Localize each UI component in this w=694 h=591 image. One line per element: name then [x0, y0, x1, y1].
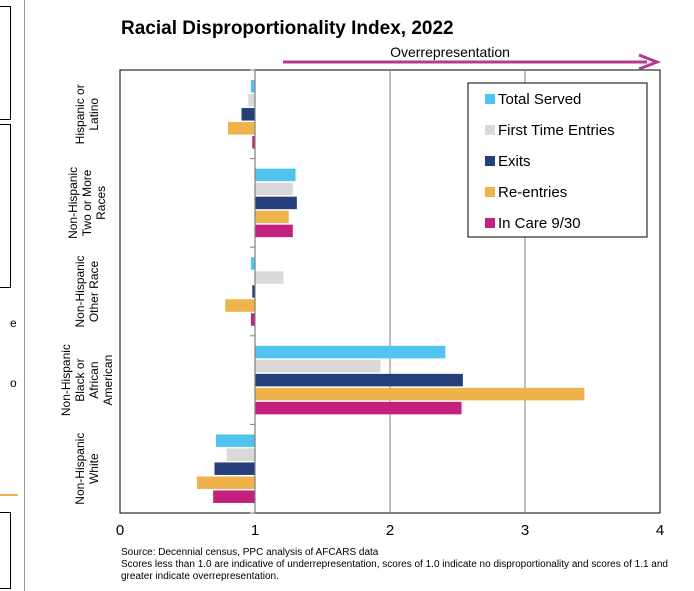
- bar-3-3: [252, 285, 255, 298]
- bar-2-2: [255, 182, 293, 196]
- bar-2-5: [255, 224, 293, 238]
- legend-swatch-4: [485, 187, 495, 197]
- bar-5-5: [213, 490, 255, 503]
- category-label-1: Hispanic orLatino: [73, 84, 101, 144]
- category-label-4: Non-HispanicBlack orAfricanAmerican: [59, 344, 115, 416]
- category-label-line: Hispanic or: [73, 84, 87, 144]
- legend-swatch-5: [485, 218, 495, 228]
- category-label-line: Non-Hispanic: [66, 167, 80, 239]
- category-label-line: Races: [94, 186, 108, 220]
- bar-1-1: [250, 80, 255, 93]
- x-tick-label-1: 1: [251, 522, 259, 539]
- bar-5-1: [215, 434, 255, 447]
- category-label-line: Non-Hispanic: [73, 433, 87, 505]
- bar-2-4: [255, 210, 289, 224]
- chart-panel: Racial Disproportionality Index, 2022 0 1…: [24, 0, 694, 591]
- category-label-line: Non-Hispanic: [73, 255, 87, 327]
- bar-3-2: [255, 271, 284, 284]
- legend-label-5: In Care 9/30: [498, 215, 581, 232]
- bar-1-3: [241, 108, 255, 121]
- fragment-box-middle: [0, 124, 11, 288]
- fragment-char-1: e: [10, 316, 17, 330]
- bar-3-4: [225, 299, 255, 312]
- fragment-box-bottom: [0, 512, 11, 589]
- bar-4-1: [255, 345, 446, 359]
- fragment-box-top: [0, 6, 11, 120]
- bar-4-3: [255, 373, 463, 387]
- bar-1-4: [228, 122, 255, 135]
- category-label-line: Other Race: [87, 260, 101, 322]
- bar-1-5: [252, 136, 255, 149]
- legend-swatch-2: [485, 125, 495, 135]
- chart-title: Racial Disproportionality Index, 2022: [121, 18, 454, 39]
- category-label-line: Black or: [73, 358, 87, 401]
- adjacent-page-fragment: e o: [0, 0, 24, 591]
- x-tick-label-4: 4: [656, 522, 664, 539]
- legend-label-2: First Time Entries: [498, 122, 615, 139]
- legend-label-1: Total Served: [498, 91, 581, 108]
- fragment-accent-line: [0, 494, 18, 496]
- bar-4-4: [255, 387, 585, 401]
- category-label-line: American: [101, 355, 115, 406]
- x-tick-label-3: 3: [521, 522, 529, 539]
- overrepresentation-arrowhead: [638, 53, 662, 71]
- bar-2-1: [255, 168, 296, 182]
- legend-swatch-1: [485, 94, 495, 104]
- x-tick-label-2: 2: [386, 522, 394, 539]
- bar-3-1: [250, 257, 255, 270]
- bar-1-2: [248, 94, 255, 107]
- bar-5-2: [226, 448, 255, 461]
- legend-swatch-3: [485, 156, 495, 166]
- bar-2-3: [255, 196, 297, 210]
- bar-5-4: [196, 476, 255, 489]
- bar-4-5: [255, 401, 462, 415]
- category-label-line: Latino: [87, 98, 101, 131]
- legend-label-3: Exits: [498, 153, 531, 170]
- footnote: Source: Decennial census, PPC analysis o…: [121, 547, 691, 583]
- category-label-line: Two or More: [80, 169, 94, 236]
- overrepresentation-label: Overrepresentation: [390, 44, 510, 60]
- bar-3-5: [250, 313, 255, 326]
- legend-box: [467, 82, 648, 238]
- footnote-note: Scores less than 1.0 are indicative of u…: [121, 559, 668, 582]
- category-label-line: Non-Hispanic: [59, 344, 73, 416]
- category-label-line: White: [87, 453, 101, 484]
- bar-5-3: [214, 462, 255, 475]
- category-label-line: African: [87, 361, 101, 398]
- category-label-5: Non-HispanicWhite: [73, 433, 101, 505]
- fragment-char-2: o: [10, 376, 17, 390]
- x-tick-label-0: 0: [116, 522, 124, 539]
- legend-label-4: Re-entries: [498, 184, 567, 201]
- category-label-3: Non-HispanicOther Race: [73, 255, 101, 327]
- bar-4-2: [255, 359, 381, 373]
- footnote-source: Source: Decennial census, PPC analysis o…: [121, 547, 379, 558]
- category-label-2: Non-HispanicTwo or MoreRaces: [66, 167, 108, 239]
